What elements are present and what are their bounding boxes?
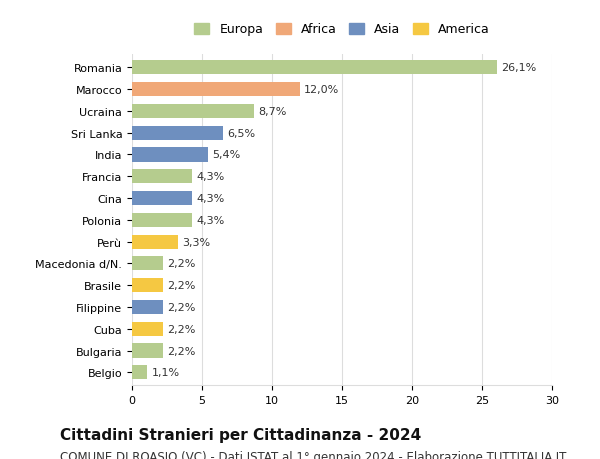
- Text: 4,3%: 4,3%: [196, 215, 224, 225]
- Text: 1,1%: 1,1%: [152, 368, 180, 377]
- Bar: [132, 170, 192, 184]
- Bar: [132, 257, 163, 271]
- Text: 6,5%: 6,5%: [227, 129, 256, 138]
- Bar: [132, 61, 497, 75]
- Text: 4,3%: 4,3%: [196, 172, 224, 182]
- Bar: [132, 148, 208, 162]
- Text: 12,0%: 12,0%: [304, 85, 340, 95]
- Text: 26,1%: 26,1%: [502, 63, 537, 73]
- Bar: [132, 213, 192, 227]
- Bar: [132, 235, 178, 249]
- Bar: [132, 300, 163, 314]
- Text: 8,7%: 8,7%: [258, 106, 286, 117]
- Bar: [132, 83, 300, 97]
- Bar: [132, 365, 148, 380]
- Text: COMUNE DI ROASIO (VC) - Dati ISTAT al 1° gennaio 2024 - Elaborazione TUTTITALIA.: COMUNE DI ROASIO (VC) - Dati ISTAT al 1°…: [60, 450, 566, 459]
- Legend: Europa, Africa, Asia, America: Europa, Africa, Asia, America: [190, 18, 494, 41]
- Text: 2,2%: 2,2%: [167, 346, 196, 356]
- Text: 2,2%: 2,2%: [167, 324, 196, 334]
- Text: Cittadini Stranieri per Cittadinanza - 2024: Cittadini Stranieri per Cittadinanza - 2…: [60, 427, 421, 442]
- Bar: [132, 279, 163, 293]
- Text: 2,2%: 2,2%: [167, 280, 196, 291]
- Bar: [132, 105, 254, 119]
- Bar: [132, 322, 163, 336]
- Bar: [132, 191, 192, 206]
- Text: 3,3%: 3,3%: [182, 237, 211, 247]
- Bar: [132, 126, 223, 140]
- Text: 2,2%: 2,2%: [167, 259, 196, 269]
- Text: 2,2%: 2,2%: [167, 302, 196, 312]
- Text: 5,4%: 5,4%: [212, 150, 240, 160]
- Bar: [132, 344, 163, 358]
- Text: 4,3%: 4,3%: [196, 194, 224, 204]
